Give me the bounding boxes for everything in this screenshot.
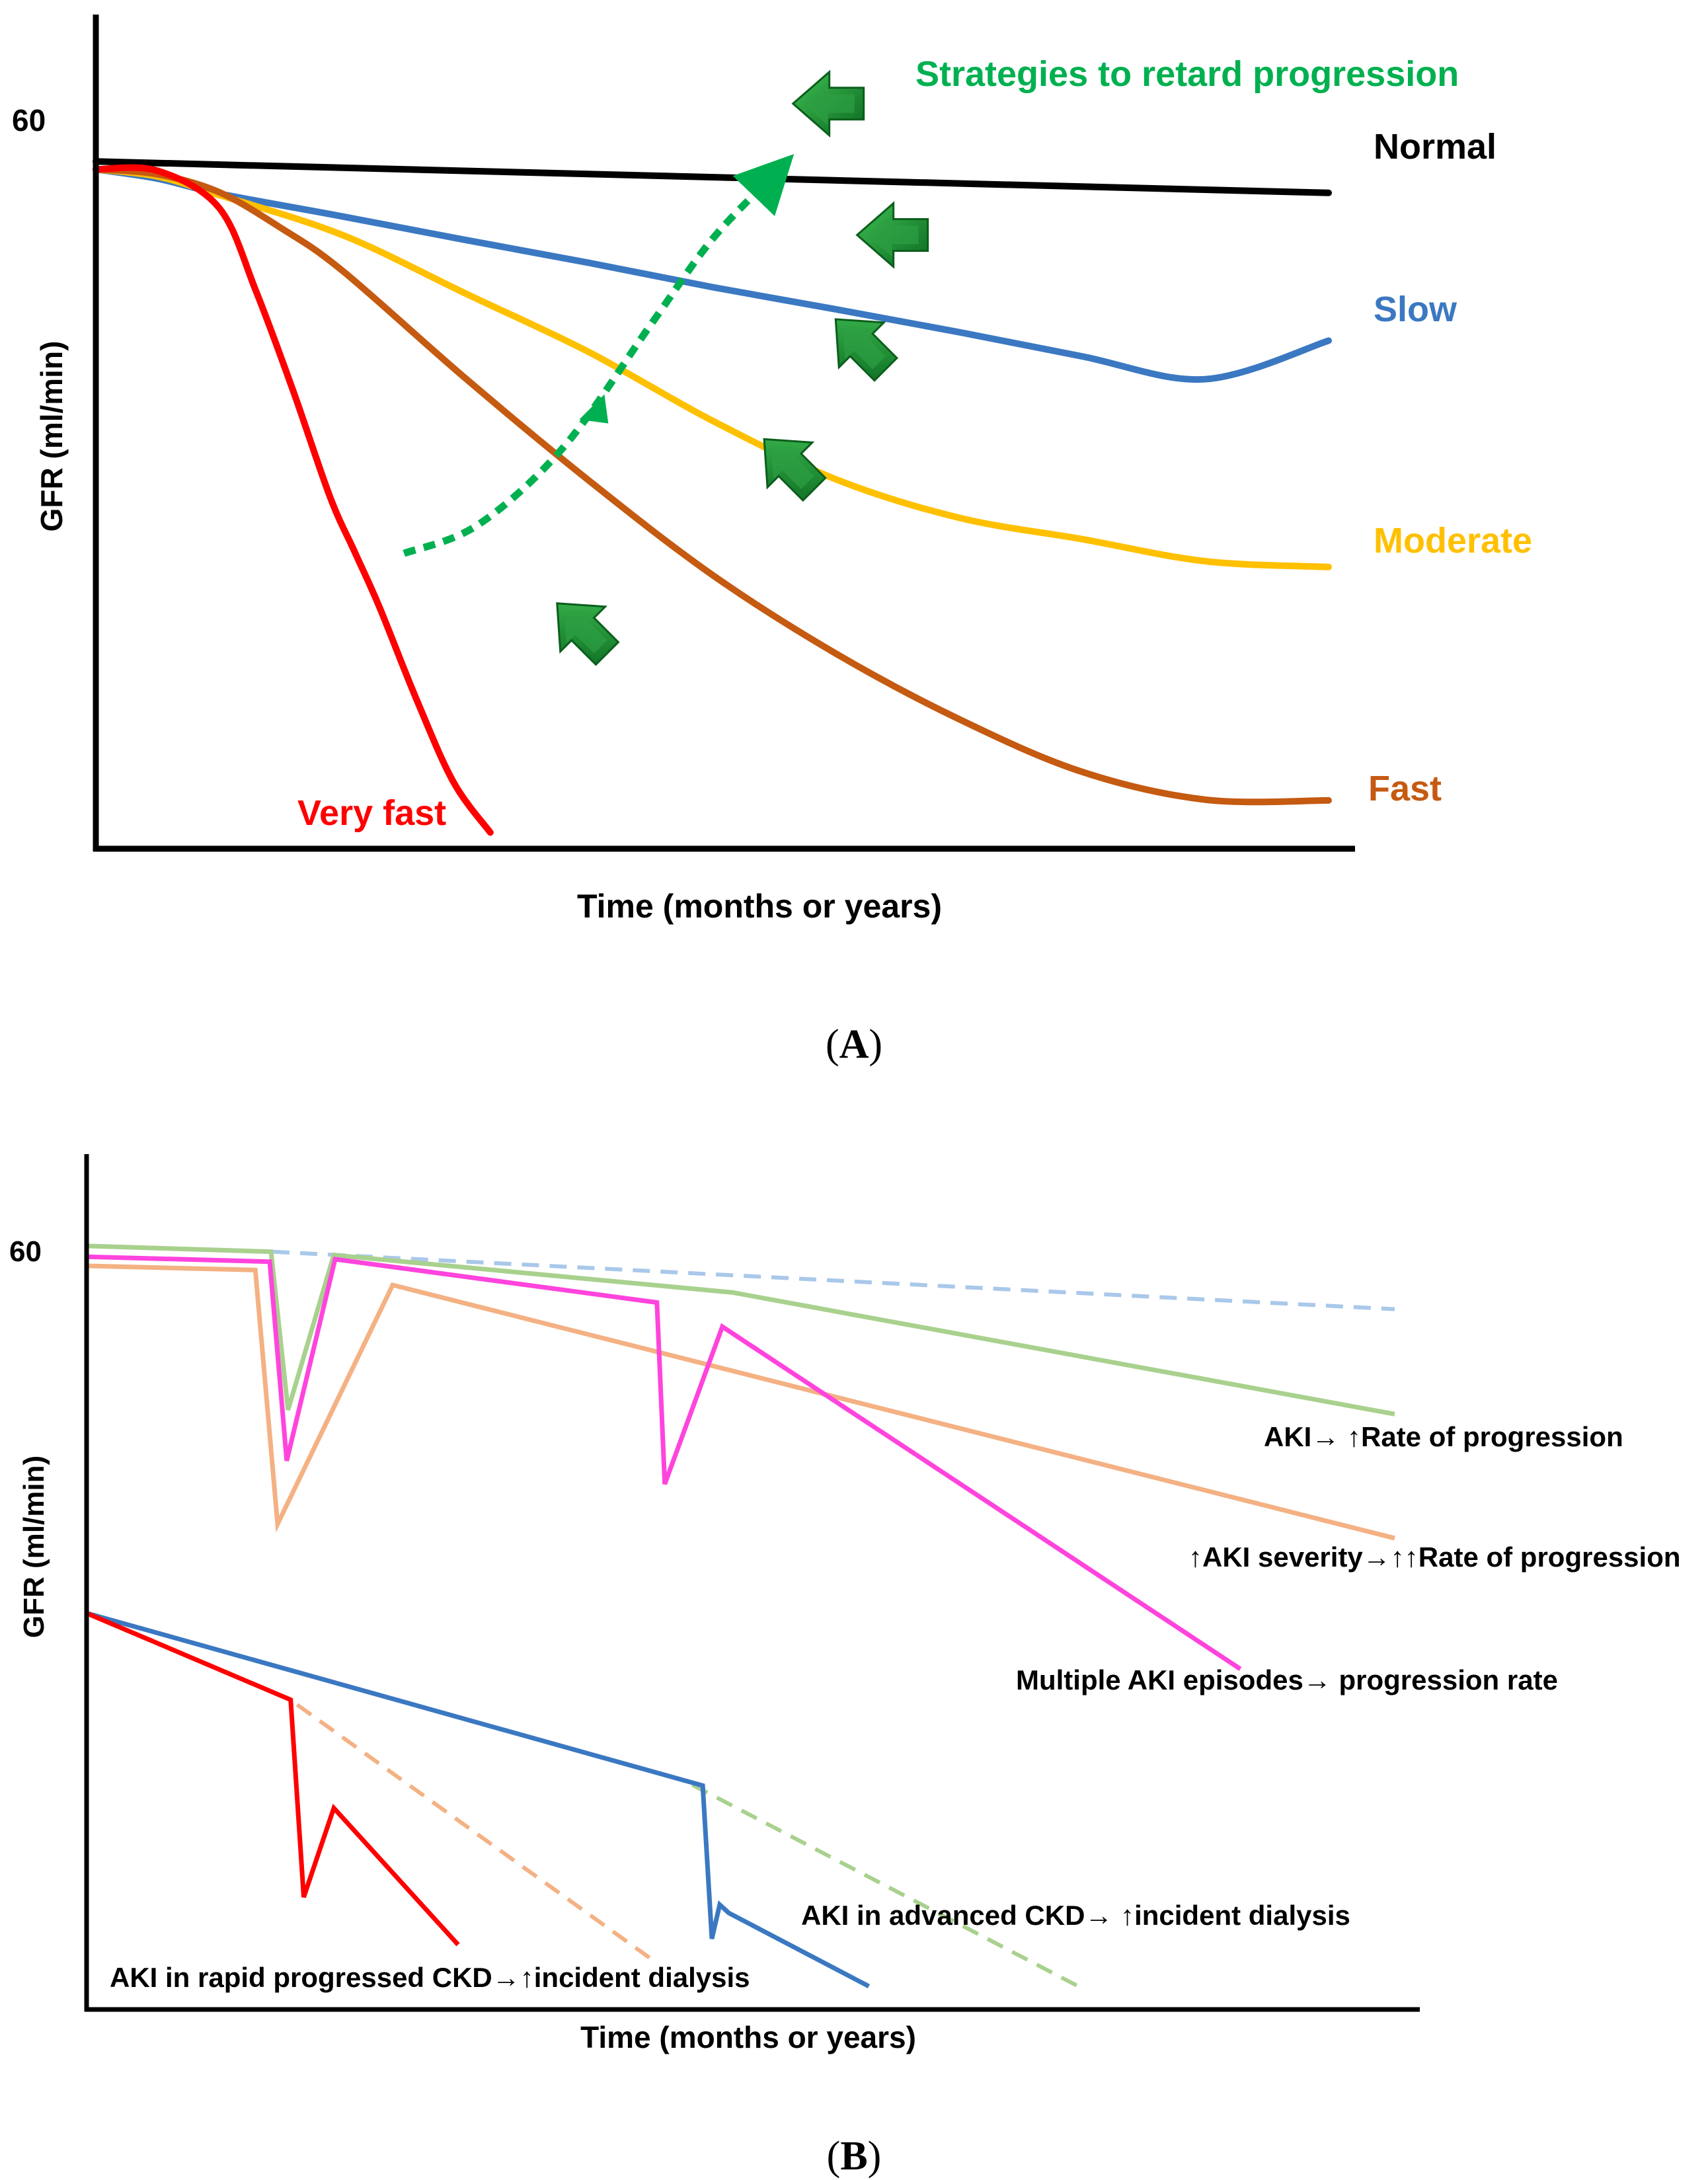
caption-b-open-paren: ( <box>827 2134 841 2179</box>
panel-a-chart: 60 GFR (ml/min) Time (months or years) N… <box>12 15 1532 1067</box>
panel-b-y-tick-label: 60 <box>9 1235 42 1268</box>
series-line-slow <box>93 166 1332 383</box>
series-line-rapid-ckd-projection-dashed <box>295 1703 657 1964</box>
series-line-advanced-ckd-projection-dashed <box>691 1783 1086 1992</box>
series-line-aki-in-rapid-progressed-ckd <box>85 1611 460 1947</box>
panel-a-annotations-group <box>403 71 929 677</box>
dotted-arrow-mid-head <box>579 394 609 424</box>
dotted-improvement-arrow <box>403 154 795 557</box>
series-line-normal <box>93 158 1332 196</box>
caption-b-close-paren: ) <box>868 2134 882 2179</box>
label-aki-rate: AKI→ ↑Rate of progression <box>1264 1421 1623 1452</box>
panel-b-chart: 60 GFR (ml/min) Time (months or years) A… <box>9 1154 1681 2179</box>
panel-b-x-axis-label: Time (months or years) <box>580 2020 916 2054</box>
green-block-arrow-icon-4 <box>740 415 838 513</box>
panel-a-y-axis-label: GFR (ml/min) <box>34 341 69 532</box>
label-rapid-ckd: AKI in rapid progressed CKD→↑incident di… <box>110 1962 750 1993</box>
label-moderate: Moderate <box>1374 521 1532 561</box>
series-line-baseline-slow-decline-dashed <box>272 1249 1395 1311</box>
label-advanced-ckd: AKI in advanced CKD→ ↑incident dialysis <box>801 1900 1350 1931</box>
caption-a-close-paren: ) <box>869 1022 882 1067</box>
label-strategies: Strategies to retard progression <box>915 54 1459 94</box>
label-fast: Fast <box>1368 769 1442 808</box>
caption-a: (A) <box>826 1022 882 1067</box>
caption-b: (B) <box>827 2134 882 2179</box>
label-aki-severity: ↑AKI severity→↑↑Rate of progression <box>1188 1541 1681 1573</box>
label-multiple-aki: Multiple AKI episodes→ progression rate <box>1016 1664 1558 1695</box>
series-line-aki-increased-rate-of-progression <box>86 1243 1395 1417</box>
panel-a-x-axis-label: Time (months or years) <box>577 888 942 925</box>
green-block-arrow-icon-2 <box>856 202 929 268</box>
series-line-aki-in-advanced-ckd <box>86 1611 871 1989</box>
label-normal: Normal <box>1374 127 1496 167</box>
panel-a-series-group <box>93 158 1332 836</box>
label-very-fast: Very fast <box>297 793 446 833</box>
panel-a-y-tick-label: 60 <box>12 103 46 137</box>
green-block-arrow-icon-5 <box>533 580 631 677</box>
caption-b-letter: B <box>840 2134 867 2179</box>
caption-a-open-paren: ( <box>826 1022 839 1067</box>
series-line-multiple-aki-episodes <box>86 1254 1242 1671</box>
series-line-increased-aki-severity <box>86 1263 1395 1541</box>
label-slow: Slow <box>1374 290 1457 329</box>
series-line-fast <box>93 166 1332 806</box>
panel-b-series-group <box>85 1243 1395 1992</box>
caption-a-letter: A <box>839 1022 869 1067</box>
green-block-arrow-icon-1 <box>792 71 865 137</box>
series-line-very-fast <box>93 164 494 836</box>
panel-b-y-axis-label: GFR (ml/min) <box>18 1456 50 1638</box>
